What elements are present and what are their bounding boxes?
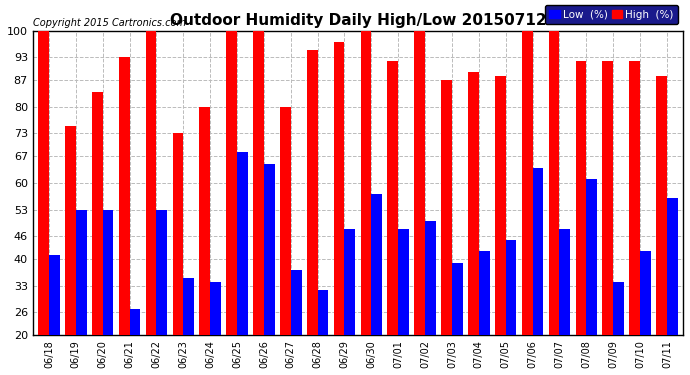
Bar xyxy=(629,61,640,335)
Bar xyxy=(253,31,264,335)
Title: Outdoor Humidity Daily High/Low 20150712: Outdoor Humidity Daily High/Low 20150712 xyxy=(170,13,546,28)
Bar xyxy=(560,229,570,335)
Bar xyxy=(640,251,651,335)
Bar xyxy=(317,290,328,335)
Bar xyxy=(361,31,371,335)
Bar xyxy=(533,168,543,335)
Bar xyxy=(371,194,382,335)
Bar xyxy=(468,72,479,335)
Bar xyxy=(441,80,452,335)
Bar xyxy=(199,107,210,335)
Bar xyxy=(226,31,237,335)
Bar xyxy=(264,164,275,335)
Bar xyxy=(334,42,344,335)
Bar xyxy=(290,270,302,335)
Bar xyxy=(479,251,490,335)
Bar xyxy=(210,282,221,335)
Bar xyxy=(656,76,667,335)
Bar xyxy=(157,210,167,335)
Bar xyxy=(237,153,248,335)
Bar xyxy=(388,61,398,335)
Bar xyxy=(280,107,290,335)
Legend: Low  (%), High  (%): Low (%), High (%) xyxy=(545,5,678,24)
Bar xyxy=(38,31,49,335)
Text: Copyright 2015 Cartronics.com: Copyright 2015 Cartronics.com xyxy=(33,18,186,28)
Bar xyxy=(307,50,317,335)
Bar xyxy=(119,57,130,335)
Bar xyxy=(146,31,157,335)
Bar xyxy=(667,198,678,335)
Bar xyxy=(549,31,560,335)
Bar xyxy=(575,61,586,335)
Bar xyxy=(452,263,463,335)
Bar xyxy=(184,278,194,335)
Bar xyxy=(344,229,355,335)
Bar xyxy=(415,31,425,335)
Bar xyxy=(172,134,184,335)
Bar xyxy=(506,240,516,335)
Bar xyxy=(586,179,597,335)
Bar xyxy=(495,76,506,335)
Bar xyxy=(103,210,113,335)
Bar xyxy=(425,221,436,335)
Bar xyxy=(49,255,59,335)
Bar xyxy=(76,210,86,335)
Bar xyxy=(602,61,613,335)
Bar xyxy=(130,309,140,335)
Bar xyxy=(398,229,409,335)
Bar xyxy=(613,282,624,335)
Bar xyxy=(92,92,103,335)
Bar xyxy=(522,31,533,335)
Bar xyxy=(65,126,76,335)
